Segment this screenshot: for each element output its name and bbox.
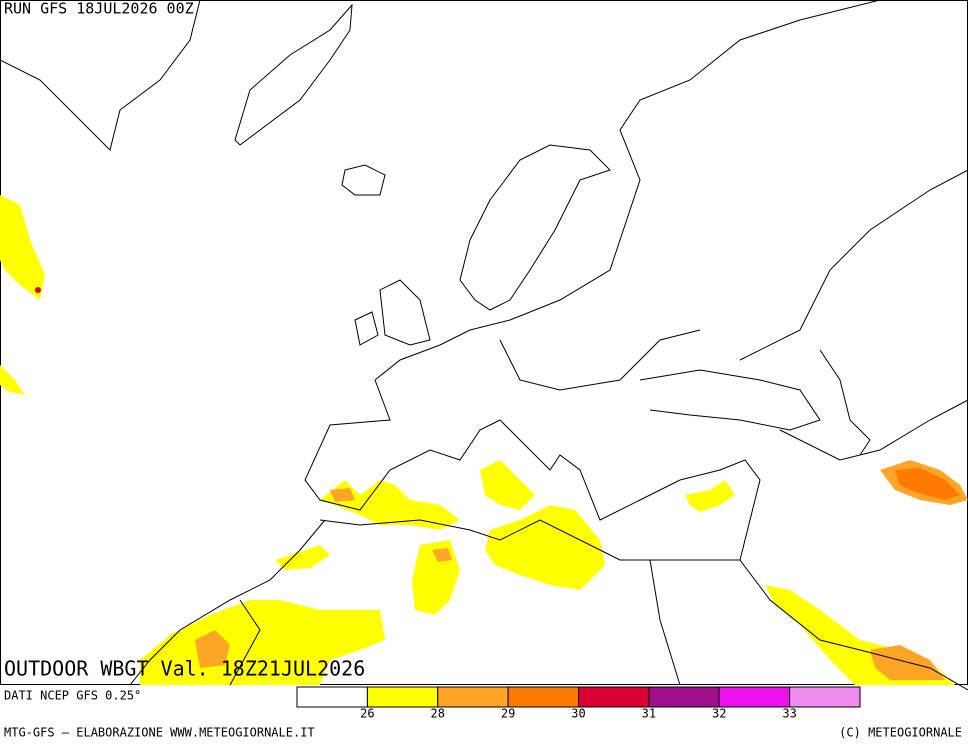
legend-swatch: [366, 686, 439, 708]
map-frame: [0, 0, 968, 685]
source: DATI NCEP GFS 0.25°: [4, 689, 141, 703]
map-title: OUTDOOR WBGT Val. 18Z21JUL2026: [4, 657, 365, 681]
legend-label: 31: [642, 707, 656, 721]
border: [499, 329, 701, 391]
heat-area: [275, 545, 330, 570]
legend-label: 28: [431, 707, 445, 721]
legend-label: 26: [360, 707, 374, 721]
mediterranean-north: [304, 379, 968, 691]
heat-area: [685, 480, 735, 512]
legend-label: 33: [782, 707, 796, 721]
heat-area: [895, 468, 960, 500]
heat-area: [485, 505, 605, 590]
legend-swatch: [718, 686, 791, 708]
map: RUN GFS 18JUL2026 00Z OUTDOOR WBGT Val. …: [0, 0, 968, 691]
legend-label: 32: [712, 707, 726, 721]
legend-swatch: [648, 686, 720, 708]
legend-swatch: [507, 686, 579, 708]
legend: 26 28 29 30 31 32 33: [296, 686, 861, 721]
border: [779, 399, 968, 461]
britain: [379, 279, 431, 346]
legend-label: 29: [501, 707, 515, 721]
legend-label: 30: [571, 707, 585, 721]
heat-area: [330, 488, 355, 502]
heat-area: [0, 195, 45, 300]
europe-north-coast: [374, 0, 881, 381]
iceland: [341, 164, 386, 196]
credit: MTG-GFS — ELABORAZIONE WWW.METEOGIORNALE…: [4, 726, 315, 740]
legend-swatch: [296, 686, 368, 708]
africa-west-coast: [129, 519, 326, 686]
greenland: [234, 3, 353, 146]
run-label: RUN GFS 18JUL2026 00Z: [4, 0, 194, 18]
border: [229, 559, 681, 686]
legend-swatch: [437, 686, 509, 708]
heat-area: [195, 630, 230, 668]
caspian: [819, 349, 871, 456]
legend-swatch: [789, 686, 861, 708]
heat-area: [0, 365, 25, 395]
heat-area: [432, 548, 452, 562]
border: [739, 169, 968, 361]
heat-spot: [35, 287, 41, 293]
ireland: [354, 311, 379, 346]
canada-coast: [0, 0, 201, 151]
legend-swatch: [578, 686, 650, 708]
heat-area: [320, 480, 460, 530]
scandinavia: [459, 144, 611, 311]
heat-area: [480, 460, 535, 510]
black-sea: [639, 369, 821, 431]
copyright: (C) METEOGIORNALE: [839, 726, 962, 740]
